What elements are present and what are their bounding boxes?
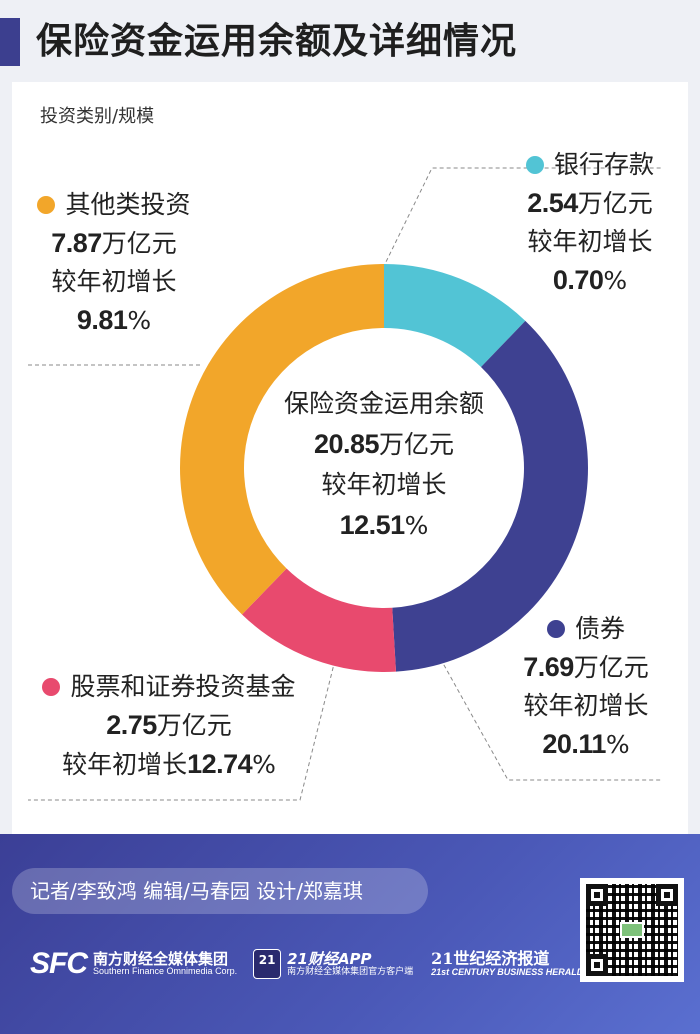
donut-slice-0 <box>384 264 526 368</box>
title-accent-bar <box>0 18 20 66</box>
legend-dot-stock <box>42 678 61 696</box>
center-growth-line: 12.51% <box>250 505 518 546</box>
center-title: 保险资金运用余额 <box>283 389 484 418</box>
center-unit: 万亿元 <box>379 430 455 459</box>
label-other-name: 其他类投资 <box>65 190 191 219</box>
label-stock-unit: 万亿元 <box>156 711 232 740</box>
label-stock-name: 股票和证券投资基金 <box>70 672 296 701</box>
donut-chart <box>28 167 662 801</box>
label-bond-unit: 万亿元 <box>573 653 649 682</box>
label-bond: 债券 7.69万亿元 较年初增长 20.11% <box>486 610 686 764</box>
app-name: 21财经APP <box>287 949 372 968</box>
label-bond-name: 债券 <box>574 614 625 643</box>
label-stock: 股票和证券投资基金 2.75万亿元 较年初增长12.74% <box>14 668 324 784</box>
chart-subtitle: 投资类别/规模 <box>40 106 155 127</box>
label-bank-growth-label: 较年初增长 <box>527 227 653 256</box>
label-stock-growth-value: 12.74 <box>187 749 253 779</box>
app-badge-icon: 21 <box>253 949 282 979</box>
legend-dot-other <box>37 196 56 214</box>
center-growth-value: 12.51 <box>339 510 406 540</box>
label-bank-unit: 万亿元 <box>577 189 653 218</box>
paper-name: 21世纪经济报道 <box>431 949 550 969</box>
app-sub: 南方财经全媒体集团官方客户端 <box>287 966 414 977</box>
label-other: 其他类投资 7.87万亿元 较年初增长 9.81% <box>14 186 214 340</box>
label-bond-growth-unit: % <box>605 730 630 759</box>
label-other-growth-value: 9.81 <box>76 305 128 335</box>
label-bank-value: 2.54 <box>527 188 578 218</box>
donut-slice-1 <box>392 320 589 672</box>
label-bond-value: 7.69 <box>523 652 574 682</box>
label-bank-name: 银行存款 <box>553 150 654 179</box>
credits: 记者/李致鸿 编辑/马春园 设计/郑嘉琪 <box>12 868 428 914</box>
label-bond-growth-value: 20.11 <box>542 729 606 759</box>
label-bank: 银行存款 2.54万亿元 较年初增长 0.70% <box>490 146 690 300</box>
label-other-value: 7.87 <box>51 228 102 258</box>
legend-dot-bond <box>546 620 565 638</box>
leader-line-bank <box>382 167 662 269</box>
sfc-logo: SFC <box>30 947 88 980</box>
label-other-unit: 万亿元 <box>101 229 177 258</box>
center-growth-label: 较年初增长 <box>321 470 447 499</box>
paper-english: 21st CENTURY BUSINESS HERALD <box>431 966 584 977</box>
legend-dot-bank <box>525 156 544 174</box>
center-value-line: 20.85万亿元 <box>250 424 518 465</box>
label-stock-growth-label: 较年初增长 <box>62 750 188 779</box>
center-value: 20.85 <box>313 429 380 459</box>
sfc-english: Southern Finance Omnimedia Corp. <box>93 966 238 977</box>
label-bank-growth-unit: % <box>603 266 628 295</box>
chart-center-label: 保险资金运用余额 20.85万亿元 较年初增长 12.51% <box>250 384 518 546</box>
leader-line-stock <box>28 639 341 801</box>
label-stock-value: 2.75 <box>106 710 157 740</box>
label-other-growth-unit: % <box>127 306 152 335</box>
publisher-logos: SFC 南方财经全媒体集团 Southern Finance Omnimedia… <box>30 944 583 984</box>
label-bank-growth-value: 0.70 <box>552 265 604 295</box>
donut-slice-3 <box>179 264 384 615</box>
label-bond-growth-label: 较年初增长 <box>523 691 649 720</box>
app-logo-text: 21财经APP 南方财经全媒体集团官方客户端 <box>287 951 413 977</box>
leader-line-bond <box>419 621 662 781</box>
label-other-growth-label: 较年初增长 <box>51 267 177 296</box>
paper-logo-text: 21世纪经济报道 21st CENTURY BUSINESS HERALD <box>431 950 583 977</box>
label-stock-growth-unit: % <box>252 750 276 779</box>
header: 保险资金运用余额及详细情况 <box>0 0 700 82</box>
sfc-logo-text: 南方财经全媒体集团 Southern Finance Omnimedia Cor… <box>93 951 237 977</box>
sfc-name: 南方财经全媒体集团 <box>93 949 229 968</box>
donut-slice-2 <box>241 568 396 672</box>
center-growth-unit: % <box>404 511 429 540</box>
qr-code-icon[interactable] <box>580 878 684 982</box>
page-title: 保险资金运用余额及详细情况 <box>36 21 518 62</box>
